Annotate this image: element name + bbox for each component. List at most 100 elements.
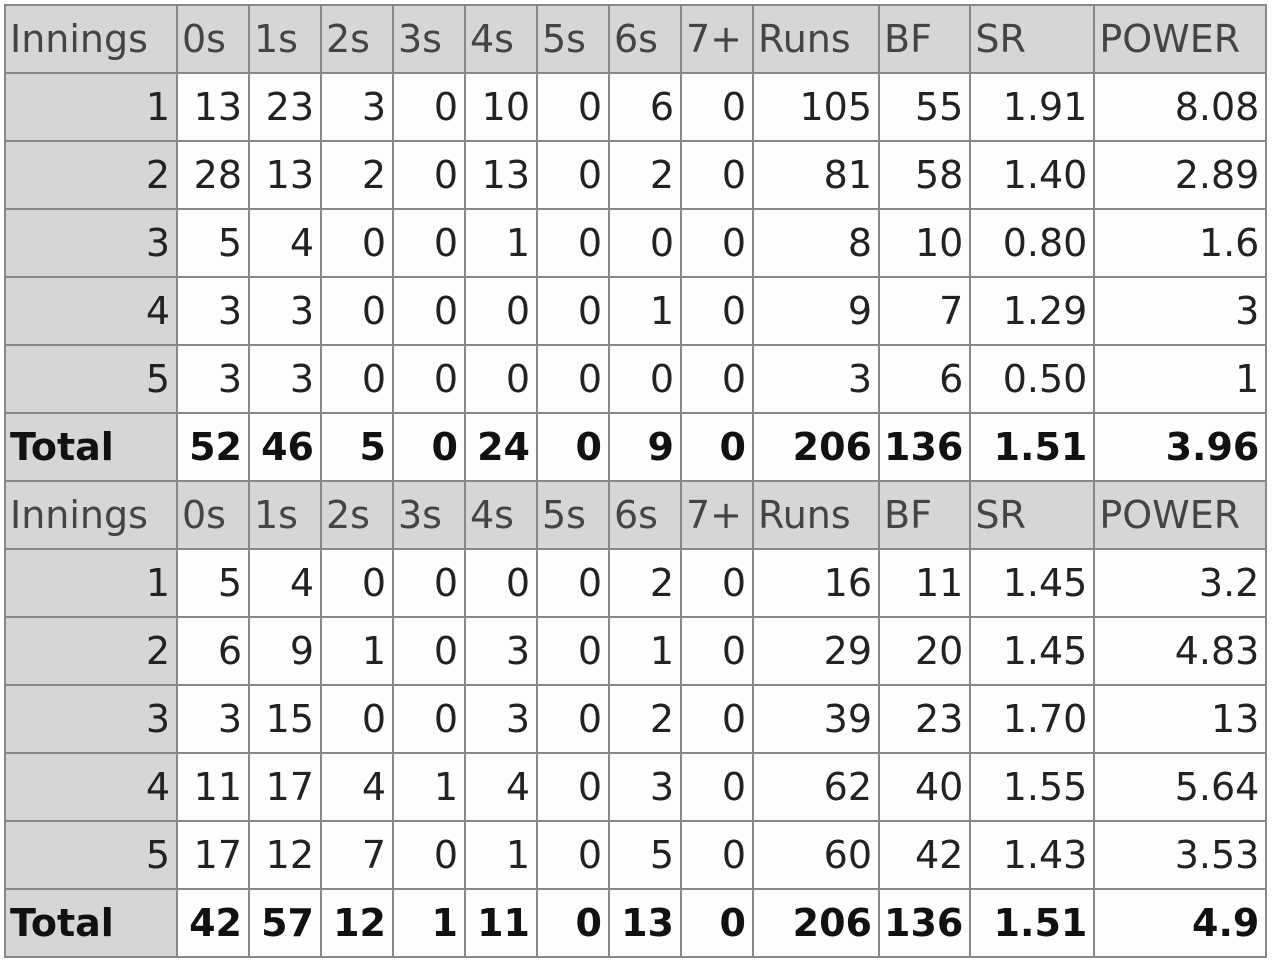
table-cell: 11 bbox=[877, 548, 972, 618]
total-cell: 42 bbox=[176, 888, 250, 958]
table-cell: 0 bbox=[464, 548, 538, 618]
innings-number: 3 bbox=[4, 208, 178, 278]
innings-number: 3 bbox=[4, 684, 178, 754]
table-cell: 23 bbox=[877, 684, 972, 754]
table-cell: 0 bbox=[392, 548, 466, 618]
innings-number: 2 bbox=[4, 140, 178, 210]
column-header: 2s bbox=[320, 480, 394, 550]
table-cell: 0 bbox=[392, 276, 466, 346]
table-cell: 0 bbox=[608, 344, 682, 414]
total-cell: 0 bbox=[392, 412, 466, 482]
innings-number: 4 bbox=[4, 752, 178, 822]
table-cell: 1 bbox=[320, 616, 394, 686]
table-cell: 0 bbox=[464, 276, 538, 346]
table-cell: 5 bbox=[176, 208, 250, 278]
table-cell: 0 bbox=[536, 616, 610, 686]
table-cell: 10 bbox=[464, 72, 538, 142]
table-cell: 4 bbox=[248, 548, 322, 618]
table-cell: 0 bbox=[536, 548, 610, 618]
total-row: Total 42 57 12 1 11 0 13 0 206 136 1.51 4.9 bbox=[4, 888, 1268, 958]
table-header-row: Innings 0s 1s 2s 3s 4s 5s 6s 7+ Runs BF SR POWER bbox=[4, 480, 1268, 550]
column-header: 3s bbox=[392, 480, 466, 550]
table-cell: 0 bbox=[680, 820, 754, 890]
table-cell: 1 bbox=[608, 616, 682, 686]
table-cell: 58 bbox=[877, 140, 972, 210]
innings-number: 5 bbox=[4, 344, 178, 414]
total-cell: 12 bbox=[320, 888, 394, 958]
table-cell: 0 bbox=[392, 344, 466, 414]
table-cell: 6 bbox=[608, 72, 682, 142]
table-cell: 3 bbox=[176, 344, 250, 414]
table-cell: 1.45 bbox=[969, 616, 1096, 686]
table-cell: 8.08 bbox=[1093, 72, 1268, 142]
column-header: SR bbox=[969, 4, 1096, 74]
total-cell: 46 bbox=[248, 412, 322, 482]
table-row: 4 11 17 4 1 4 0 3 0 62 40 1.55 5.64 bbox=[4, 752, 1268, 822]
column-header: BF bbox=[877, 480, 972, 550]
table-cell: 0 bbox=[680, 752, 754, 822]
table-cell: 4.83 bbox=[1093, 616, 1268, 686]
column-header: Runs bbox=[752, 4, 880, 74]
table-cell: 0.80 bbox=[969, 208, 1096, 278]
column-header: 0s bbox=[176, 4, 250, 74]
table-header-row: Innings 0s 1s 2s 3s 4s 5s 6s 7+ Runs BF SR POWER bbox=[4, 4, 1268, 74]
table-cell: 1 bbox=[1093, 344, 1268, 414]
column-header: BF bbox=[877, 4, 972, 74]
table-row: 1 5 4 0 0 0 0 2 0 16 11 1.45 3.2 bbox=[4, 548, 1268, 618]
total-cell: 52 bbox=[176, 412, 250, 482]
table-cell: 0 bbox=[392, 616, 466, 686]
table-cell: 1.40 bbox=[969, 140, 1096, 210]
total-label: Total bbox=[4, 412, 178, 482]
table-cell: 7 bbox=[877, 276, 972, 346]
table-cell: 1.70 bbox=[969, 684, 1096, 754]
table-cell: 0 bbox=[680, 548, 754, 618]
total-cell: 3.96 bbox=[1093, 412, 1268, 482]
table-cell: 15 bbox=[248, 684, 322, 754]
table-cell: 5 bbox=[176, 548, 250, 618]
table-row: 1 13 23 3 0 10 0 6 0 105 55 1.91 8.08 bbox=[4, 72, 1268, 142]
table-cell: 0 bbox=[680, 208, 754, 278]
column-header: 6s bbox=[608, 4, 682, 74]
column-header: 2s bbox=[320, 4, 394, 74]
innings-number: 5 bbox=[4, 820, 178, 890]
column-header: Innings bbox=[4, 4, 178, 74]
table-cell: 0 bbox=[392, 820, 466, 890]
table-cell: 0 bbox=[536, 72, 610, 142]
table-cell: 13 bbox=[176, 72, 250, 142]
total-cell: 206 bbox=[752, 888, 880, 958]
table-cell: 9 bbox=[752, 276, 880, 346]
column-header: 5s bbox=[536, 480, 610, 550]
table-cell: 0 bbox=[680, 344, 754, 414]
table-cell: 1 bbox=[608, 276, 682, 346]
table-cell: 105 bbox=[752, 72, 880, 142]
innings-stats-table: Innings 0s 1s 2s 3s 4s 5s 6s 7+ Runs BF SR POWER 1 13 2… bbox=[4, 4, 1268, 958]
table-cell: 0 bbox=[608, 208, 682, 278]
column-header: 1s bbox=[248, 4, 322, 74]
table-cell: 39 bbox=[752, 684, 880, 754]
table-cell: 42 bbox=[877, 820, 972, 890]
table-cell: 3.2 bbox=[1093, 548, 1268, 618]
table-cell: 9 bbox=[248, 616, 322, 686]
innings-number: 4 bbox=[4, 276, 178, 346]
table-cell: 0 bbox=[392, 684, 466, 754]
total-cell: 136 bbox=[877, 888, 972, 958]
total-cell: 11 bbox=[464, 888, 538, 958]
table-cell: 0 bbox=[536, 752, 610, 822]
column-header: SR bbox=[969, 480, 1096, 550]
total-cell: 13 bbox=[608, 888, 682, 958]
table-cell: 3 bbox=[320, 72, 394, 142]
table-row: 5 17 12 7 0 1 0 5 0 60 42 1.43 3.53 bbox=[4, 820, 1268, 890]
table-cell: 7 bbox=[320, 820, 394, 890]
table-cell: 3 bbox=[752, 344, 880, 414]
table-cell: 5.64 bbox=[1093, 752, 1268, 822]
column-header: Runs bbox=[752, 480, 880, 550]
table-cell: 13 bbox=[464, 140, 538, 210]
table-cell: 2 bbox=[608, 140, 682, 210]
table-cell: 0 bbox=[536, 276, 610, 346]
total-cell: 1.51 bbox=[969, 888, 1096, 958]
table-cell: 6 bbox=[877, 344, 972, 414]
table-cell: 13 bbox=[1093, 684, 1268, 754]
table-cell: 4 bbox=[320, 752, 394, 822]
table-cell: 1.55 bbox=[969, 752, 1096, 822]
